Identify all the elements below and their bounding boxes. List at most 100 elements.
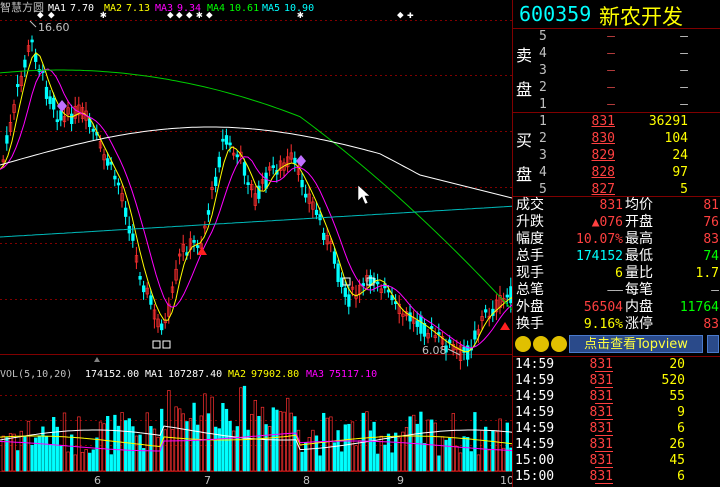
divider: [513, 356, 720, 357]
volume-bar: [469, 451, 473, 472]
volume-bar: [134, 435, 139, 472]
ask-level: 1: [539, 97, 547, 112]
candle-body: [196, 245, 200, 248]
topview-button[interactable]: 点击查看Topview: [569, 335, 703, 353]
candle-body: [397, 303, 401, 315]
ask-row[interactable]: 1 — —: [513, 96, 720, 113]
tick-underline: [595, 419, 613, 420]
candle-body: [19, 76, 23, 87]
volume-bar: [235, 426, 239, 472]
kline-chart[interactable]: ◆ ◆ ✱ ◆ ◆ ◆ ✱ ◆ ✱ ◆ ✚ 16.60 6.08 智慧方圆 MA1 7.70 MA…: [0, 0, 512, 487]
volume-bar: [307, 437, 311, 472]
bid-row[interactable]: 4 828 97: [513, 164, 720, 181]
bid-level: 2: [539, 131, 547, 146]
ask-row[interactable]: 5 — —: [513, 28, 720, 45]
volume-bar: [8, 433, 13, 472]
candle-body: [361, 283, 365, 287]
bid-row[interactable]: 2 830 104: [513, 130, 720, 147]
circle-icon[interactable]: [551, 336, 567, 352]
volume-bar: [188, 418, 193, 472]
volume-bar: [73, 454, 77, 472]
candle-body: [178, 253, 182, 257]
tick-row: 14:59 831 6: [513, 421, 720, 437]
bid-row[interactable]: 1 831 36291: [513, 113, 720, 130]
candle-body: [376, 281, 380, 285]
candle-body: [484, 309, 488, 313]
scroll-button[interactable]: [707, 335, 719, 353]
stat-row: 现手 6 量比 1.7: [513, 265, 720, 282]
volume-bar: [26, 420, 31, 472]
tick-row: 15:00 831 6: [513, 469, 720, 485]
tick-time: 15:00: [515, 453, 555, 468]
bid-row[interactable]: 5 827 5: [513, 181, 720, 198]
ask-book: 卖 盘 5 — — 4 — — 3 — — 2 — — 1 — —: [513, 28, 720, 113]
candle-body: [390, 295, 394, 301]
tick-list[interactable]: 14:59 831 20 14:59 831 520 14:59 831 55 14:59 831 9…: [513, 357, 720, 487]
stock-code[interactable]: 600359: [519, 2, 592, 26]
bid-price: 830: [591, 131, 615, 146]
stat-value: 1.7: [695, 266, 719, 281]
volume-bar: [12, 433, 16, 472]
candle-body: [149, 295, 153, 305]
candle-body: [170, 286, 175, 293]
ask-volume: —: [680, 63, 688, 78]
candle-body: [307, 193, 311, 204]
stat-label: 内盘: [625, 299, 653, 315]
stat-row: 升跌 ▲076 开盘 76: [513, 214, 720, 231]
mouse-cursor-icon: [357, 184, 371, 205]
volume-bar: [170, 429, 175, 472]
volume-bar: [314, 435, 319, 472]
circle-icon[interactable]: [515, 336, 531, 352]
volume-bar: [397, 437, 401, 472]
ask-row[interactable]: 4 — —: [513, 45, 720, 62]
vol-legend-value: 174152.00: [85, 369, 139, 380]
volume-ma-line: [0, 432, 512, 452]
volume-bar: [34, 437, 38, 472]
candle-body: [1, 159, 5, 163]
stat-label: 均价: [625, 197, 653, 213]
candle-body: [268, 166, 272, 171]
ask-row[interactable]: 2 — —: [513, 79, 720, 96]
bid-level: 3: [539, 148, 547, 163]
volume-bar: [185, 421, 189, 472]
ask-row[interactable]: 3 — —: [513, 62, 720, 79]
candle-body: [174, 268, 178, 281]
stock-name[interactable]: 新农开发: [599, 5, 683, 29]
candle-body: [466, 345, 470, 360]
candle-body: [232, 152, 236, 156]
tick-row: 14:59 831 520: [513, 373, 720, 389]
tick-volume: 55: [669, 389, 685, 404]
candle-body: [440, 336, 445, 345]
candle-body: [120, 193, 124, 202]
stat-value: 11764: [679, 300, 719, 315]
stat-label: 升跌: [516, 214, 544, 230]
stat-label: 量比: [625, 265, 653, 281]
volume-bar: [268, 426, 272, 472]
circle-icon[interactable]: [533, 336, 549, 352]
volume-bar: [275, 409, 279, 472]
candle-body: [106, 158, 110, 166]
volume-bar: [228, 420, 232, 472]
candle-body: [26, 45, 31, 52]
candle-body: [250, 183, 254, 191]
tick-row: 15:00 831 45: [513, 453, 720, 469]
volume-bar: [41, 426, 45, 472]
candle-body: [278, 160, 283, 171]
candle-body: [55, 119, 59, 123]
volume-bar: [372, 421, 376, 472]
volume-bar: [181, 413, 185, 472]
divider: [513, 112, 720, 113]
tick-price: 831: [589, 405, 613, 420]
tick-volume: 45: [669, 453, 685, 468]
candle-body: [437, 332, 441, 335]
divider: [513, 196, 720, 197]
candle-body: [98, 141, 103, 149]
volume-bar: [426, 419, 430, 472]
candle-body: [52, 97, 56, 110]
candle-body: [62, 116, 67, 123]
volume-bar: [127, 418, 131, 472]
candle-body: [5, 135, 9, 144]
bid-row[interactable]: 3 829 24: [513, 147, 720, 164]
box-marker: [152, 340, 161, 349]
x-axis-label: 8: [303, 474, 310, 487]
